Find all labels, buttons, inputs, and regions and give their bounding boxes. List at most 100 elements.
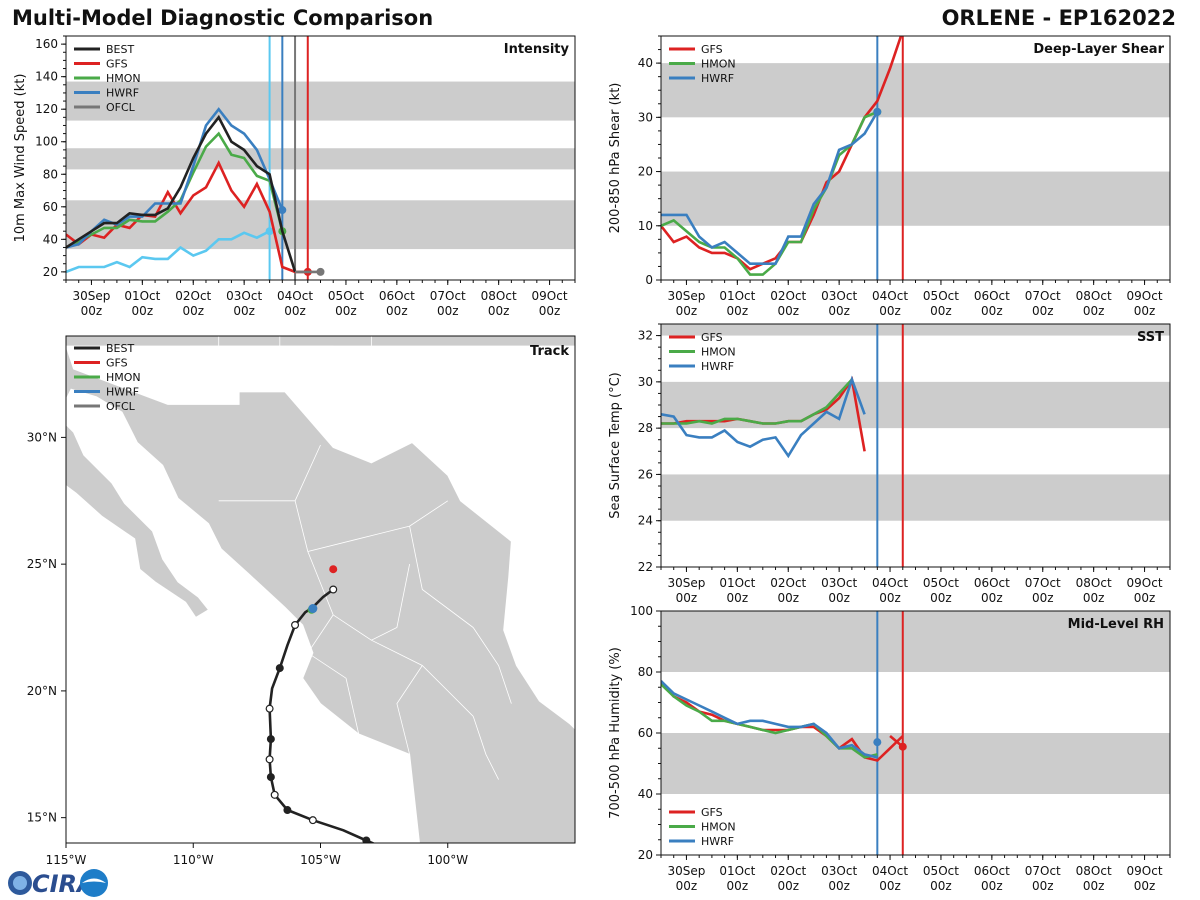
- track-us-border: [190, 345, 334, 393]
- sst-xtick-hour: 00z: [981, 591, 1003, 605]
- intensity-xtick-hour: 00z: [539, 304, 561, 318]
- track-ytick-label: 30°N: [27, 430, 57, 444]
- shear-xtick-date: 03Oct: [821, 289, 857, 303]
- rh-marker-hwrf: [873, 738, 882, 747]
- intensity-panel-title: Intensity: [504, 42, 570, 57]
- track-state-border: [307, 614, 360, 735]
- intensity-xtick-hour: 00z: [437, 304, 459, 318]
- intensity-series-best: [66, 114, 297, 273]
- rh-xtick-hour: 00z: [1032, 879, 1054, 893]
- rh-xtick-hour: 00z: [1134, 879, 1156, 893]
- intensity-xtick-date: 02Oct: [175, 289, 211, 303]
- track-best-point: [265, 755, 274, 764]
- intensity-marker-obs: [265, 227, 274, 236]
- rh-xtick-date: 04Oct: [872, 864, 908, 878]
- sst-ytick-label: 26: [638, 467, 653, 481]
- track-state-border: [396, 665, 423, 755]
- rh-legend-label-hwrf: HWRF: [701, 835, 734, 848]
- shear-legend-label-hwrf: HWRF: [701, 72, 734, 85]
- page-title: Multi-Model Diagnostic Comparison: [12, 6, 434, 30]
- intensity-legend-label-best: BEST: [106, 43, 134, 56]
- intensity-ytick-label: 140: [35, 70, 58, 84]
- sst-xtick-hour: 00z: [777, 591, 799, 605]
- shear-ytick-label: 0: [645, 273, 653, 287]
- intensity-marker-hwrf: [278, 206, 287, 215]
- shear-ytick-label: 30: [638, 110, 653, 124]
- track-ytick-label: 15°N: [27, 811, 57, 825]
- rh-xtick-hour: 00z: [981, 879, 1003, 893]
- rh-xtick-date: 03Oct: [821, 864, 857, 878]
- intensity-xtick-hour: 00z: [284, 304, 306, 318]
- track-best-point: [362, 836, 371, 843]
- intensity-xtick-date: 04Oct: [277, 289, 313, 303]
- shear-series-hmon: [661, 110, 878, 276]
- intensity-ytick-label: 160: [35, 37, 58, 51]
- track-best-point: [283, 806, 292, 815]
- sst-xtick-date: 06Oct: [974, 576, 1010, 590]
- intensity-xtick-hour: 00z: [488, 304, 510, 318]
- intensity-xtick-hour: 00z: [132, 304, 154, 318]
- track-legend-label-gfs: GFS: [106, 357, 128, 370]
- shear-xtick-date: 07Oct: [1025, 289, 1061, 303]
- intensity-band: [66, 81, 575, 121]
- sst-xtick-hour: 00z: [1083, 591, 1105, 605]
- sst-xtick-hour: 00z: [727, 591, 749, 605]
- sst-ytick-label: 24: [638, 514, 653, 528]
- shear-ytick-label: 40: [638, 56, 653, 70]
- rh-band: [661, 733, 1170, 794]
- track-xtick-label: 110°W: [173, 853, 214, 867]
- sst-legend-label-gfs: GFS: [701, 331, 723, 344]
- sst-band: [661, 381, 1170, 429]
- track-xtick-label: 100°W: [427, 853, 468, 867]
- intensity-legend-label-gfs: GFS: [106, 58, 128, 71]
- rh-xtick-date: 09Oct: [1127, 864, 1163, 878]
- track-legend-label-hmon: HMON: [106, 371, 141, 384]
- track-state-border: [472, 716, 499, 780]
- intensity-xtick-date: 03Oct: [226, 289, 262, 303]
- intensity-xtick-date: 06Oct: [379, 289, 415, 303]
- rh-xtick-hour: 00z: [828, 879, 850, 893]
- track-xtick-label: 105°W: [300, 853, 341, 867]
- intensity-xtick-date: 09Oct: [532, 289, 568, 303]
- shear-xtick-hour: 00z: [879, 304, 901, 318]
- track-best-line: [268, 588, 376, 843]
- intensity-legend-label-hmon: HMON: [106, 72, 141, 85]
- track-xtick-label: 115°W: [46, 853, 87, 867]
- intensity-xtick-date: 07Oct: [430, 289, 466, 303]
- sst-xtick-hour: 00z: [676, 591, 698, 605]
- track-state-border: [472, 627, 512, 704]
- shear-band: [661, 63, 1170, 118]
- intensity-xtick-date: 01Oct: [124, 289, 160, 303]
- sst-ytick-label: 28: [638, 421, 653, 435]
- sst-series-hmon: [661, 378, 853, 425]
- track-state-border: [409, 526, 474, 628]
- rh-ytick-label: 20: [638, 848, 653, 862]
- shear-xtick-date: 06Oct: [974, 289, 1010, 303]
- track-best-point: [308, 816, 317, 825]
- shear-xtick-hour: 00z: [676, 304, 698, 318]
- intensity-band: [66, 200, 575, 250]
- shear-xtick-hour: 00z: [1134, 304, 1156, 318]
- rh-xtick-hour: 00z: [1083, 879, 1105, 893]
- intensity-xtick-date: 08Oct: [481, 289, 517, 303]
- rh-xtick-date: 05Oct: [923, 864, 959, 878]
- intensity-series-gfs: [66, 159, 308, 274]
- shear-ytick-label: 10: [638, 219, 653, 233]
- intensity-ylabel: 10m Max Wind Speed (kt): [13, 74, 28, 243]
- sst-xtick-date: 03Oct: [821, 576, 857, 590]
- intensity-xtick-date: 05Oct: [328, 289, 364, 303]
- track-hwrf-point: [308, 604, 318, 614]
- rh-legend-label-hmon: HMON: [701, 821, 736, 834]
- rh-xtick-date: 02Oct: [770, 864, 806, 878]
- shear-xtick-date: 09Oct: [1127, 289, 1163, 303]
- rh-ytick-label: 80: [638, 665, 653, 679]
- shear-marker-hwrf: [873, 107, 882, 116]
- rh-panel-title: Mid-Level RH: [1068, 617, 1164, 632]
- intensity-xtick-hour: 00z: [81, 304, 103, 318]
- rh-xtick-date: 01Oct: [719, 864, 755, 878]
- sst-band: [661, 324, 1170, 336]
- rh-legend-label-gfs: GFS: [701, 806, 723, 819]
- rh-xtick-date: 07Oct: [1025, 864, 1061, 878]
- shear-xtick-hour: 00z: [1083, 304, 1105, 318]
